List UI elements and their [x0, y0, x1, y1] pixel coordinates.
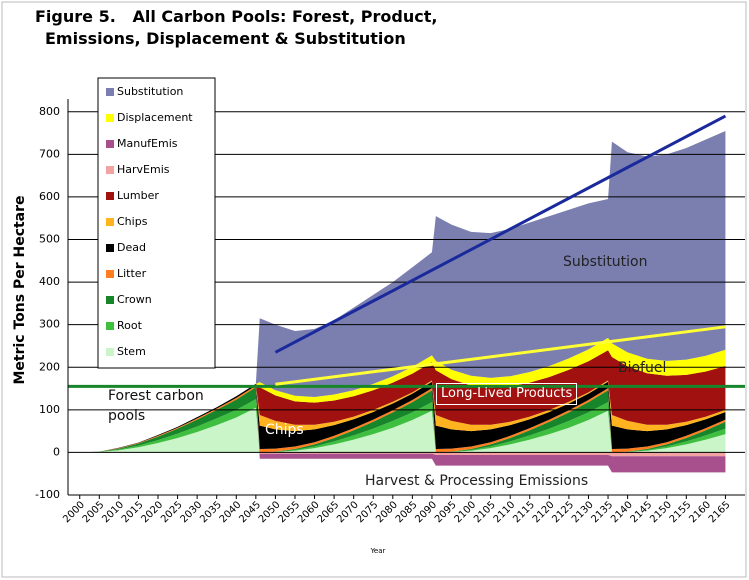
legend-box — [97, 77, 216, 369]
x-tick-label: 2015 — [120, 499, 146, 525]
legend-label: Chips — [117, 215, 148, 228]
x-tick-label: 2030 — [179, 499, 205, 525]
x-tick-label: 2085 — [394, 499, 420, 525]
legend-swatch — [106, 88, 114, 96]
y-tick-label: 300 — [39, 318, 60, 331]
y-axis-label: Metric Tons Per Hectare — [12, 195, 28, 384]
x-tick-label: 2070 — [335, 499, 361, 525]
x-tick-label: 2095 — [433, 499, 459, 525]
x-tick-label: 2010 — [100, 499, 126, 525]
area — [79, 130, 726, 453]
x-tick-label: 2035 — [198, 499, 224, 525]
annotation: Harvest & Processing Emissions — [365, 473, 589, 489]
area — [79, 383, 726, 473]
x-tick-label: 2135 — [590, 499, 616, 525]
x-tick-label: 2005 — [81, 499, 107, 525]
legend-swatch — [106, 140, 114, 148]
x-tick-label: 2065 — [316, 499, 342, 525]
x-tick-label: 2100 — [453, 499, 479, 525]
x-tick-label: 2000 — [61, 499, 87, 525]
legend-label: Substitution — [117, 85, 183, 98]
x-tick-label: 2160 — [687, 499, 713, 525]
legend-label: Lumber — [117, 189, 159, 202]
y-tick-label: 100 — [39, 403, 60, 416]
legend-swatch — [106, 270, 114, 278]
x-tick-label: 2125 — [550, 499, 576, 525]
legend-label: Litter — [117, 267, 147, 280]
y-tick-label: 500 — [39, 233, 60, 246]
x-tick-label: 2050 — [257, 499, 283, 525]
x-tick-label: 2140 — [609, 499, 635, 525]
x-tick-label: 2040 — [218, 499, 244, 525]
legend-swatch — [106, 166, 114, 174]
area — [79, 407, 726, 453]
area — [79, 387, 726, 453]
legend-label: HarvEmis — [117, 163, 170, 176]
x-tick-label: 2075 — [355, 499, 381, 525]
legend-label: ManufEmis — [117, 137, 178, 150]
y-tick-label: 200 — [39, 360, 60, 373]
legend-label: Dead — [117, 241, 146, 254]
annotation: Substitution — [563, 254, 648, 270]
y-tick-label: 800 — [39, 105, 60, 118]
legend-swatch — [106, 218, 114, 226]
x-tick-label: 2045 — [237, 499, 263, 525]
annotation: Chips — [265, 422, 304, 438]
y-tick-label: -100 — [35, 488, 60, 501]
x-tick-label: 2150 — [648, 499, 674, 525]
x-tick-label: 2060 — [296, 499, 322, 525]
legend-swatch — [106, 244, 114, 252]
trend-line — [275, 325, 726, 386]
x-tick-label: 2115 — [511, 499, 537, 525]
legend-swatch — [106, 192, 114, 200]
x-tick-label: 2025 — [159, 499, 185, 525]
x-tick-label: 2080 — [374, 499, 400, 525]
x-tick-label: 2105 — [472, 499, 498, 525]
y-tick-label: 0 — [53, 445, 60, 458]
trend-line — [274, 114, 727, 354]
areas — [79, 130, 726, 473]
lines — [68, 114, 745, 388]
legend-swatch — [106, 114, 114, 122]
area — [79, 337, 726, 453]
x-tick-label: 2120 — [531, 499, 557, 525]
legend-swatch — [106, 296, 114, 304]
chart-title: Figure 5. All Carbon Pools: Forest, Prod… — [35, 7, 444, 48]
annotation: Biofuel — [618, 360, 667, 376]
x-tick-label: 2155 — [668, 499, 694, 525]
area — [79, 350, 726, 453]
legend-swatch — [106, 322, 114, 330]
legend-swatch — [106, 348, 114, 356]
x-tick-label: 2055 — [276, 499, 302, 525]
legend-label: Crown — [117, 293, 152, 306]
y-tick-label: 600 — [39, 190, 60, 203]
y-tick-label: 400 — [39, 275, 60, 288]
legend-label: Root — [117, 319, 143, 332]
x-axis-label: Year — [370, 547, 386, 555]
area — [79, 399, 726, 453]
annotation: Long-Lived Products — [436, 383, 578, 405]
x-tick-label: 2090 — [413, 499, 439, 525]
x-tick-label: 2145 — [629, 499, 655, 525]
x-tick-label: 2020 — [139, 499, 165, 525]
y-tick-label: 700 — [39, 147, 60, 160]
x-tick-label: 2165 — [707, 499, 733, 525]
annotation: Forest carbon pools — [108, 388, 204, 424]
legend-label: Stem — [117, 345, 146, 358]
x-tick-label: 2110 — [492, 499, 518, 525]
legend: Substitution Displacement ManufEmis HarvEmi… — [97, 77, 216, 369]
legend-label: Displacement — [117, 111, 193, 124]
x-tick-label: 2130 — [570, 499, 596, 525]
